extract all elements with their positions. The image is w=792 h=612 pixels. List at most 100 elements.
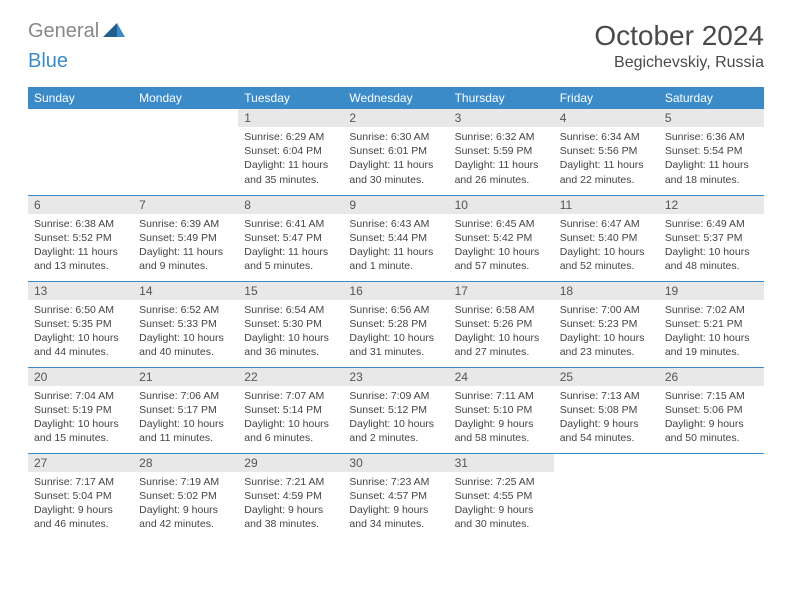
title-block: October 2024 Begichevskiy, Russia: [594, 20, 764, 72]
month-title: October 2024: [594, 20, 764, 52]
day-info: Sunrise: 7:04 AMSunset: 5:19 PMDaylight:…: [28, 386, 133, 450]
day-info: Sunrise: 6:47 AMSunset: 5:40 PMDaylight:…: [554, 214, 659, 278]
calendar-cell: [659, 453, 764, 539]
calendar-cell: 29Sunrise: 7:21 AMSunset: 4:59 PMDayligh…: [238, 453, 343, 539]
calendar-table: Sunday Monday Tuesday Wednesday Thursday…: [28, 87, 764, 539]
calendar-cell: 6Sunrise: 6:38 AMSunset: 5:52 PMDaylight…: [28, 195, 133, 281]
day-info: Sunrise: 6:32 AMSunset: 5:59 PMDaylight:…: [449, 127, 554, 191]
day-info: Sunrise: 6:43 AMSunset: 5:44 PMDaylight:…: [343, 214, 448, 278]
day-number: 20: [28, 368, 133, 386]
calendar-cell: 16Sunrise: 6:56 AMSunset: 5:28 PMDayligh…: [343, 281, 448, 367]
day-info: Sunrise: 6:39 AMSunset: 5:49 PMDaylight:…: [133, 214, 238, 278]
day-number: 15: [238, 282, 343, 300]
calendar-cell: 3Sunrise: 6:32 AMSunset: 5:59 PMDaylight…: [449, 109, 554, 195]
calendar-cell: 9Sunrise: 6:43 AMSunset: 5:44 PMDaylight…: [343, 195, 448, 281]
calendar-cell: 26Sunrise: 7:15 AMSunset: 5:06 PMDayligh…: [659, 367, 764, 453]
day-number: 4: [554, 109, 659, 127]
location: Begichevskiy, Russia: [594, 54, 764, 72]
calendar-cell: 8Sunrise: 6:41 AMSunset: 5:47 PMDaylight…: [238, 195, 343, 281]
day-info: Sunrise: 7:00 AMSunset: 5:23 PMDaylight:…: [554, 300, 659, 364]
calendar-cell: 21Sunrise: 7:06 AMSunset: 5:17 PMDayligh…: [133, 367, 238, 453]
day-info: Sunrise: 6:58 AMSunset: 5:26 PMDaylight:…: [449, 300, 554, 364]
day-header-row: Sunday Monday Tuesday Wednesday Thursday…: [28, 87, 764, 109]
day-number: 6: [28, 196, 133, 214]
day-number: 19: [659, 282, 764, 300]
day-header: Saturday: [659, 87, 764, 109]
calendar-cell: 31Sunrise: 7:25 AMSunset: 4:55 PMDayligh…: [449, 453, 554, 539]
calendar-cell: [28, 109, 133, 195]
day-header: Friday: [554, 87, 659, 109]
calendar-row: 13Sunrise: 6:50 AMSunset: 5:35 PMDayligh…: [28, 281, 764, 367]
calendar-cell: 11Sunrise: 6:47 AMSunset: 5:40 PMDayligh…: [554, 195, 659, 281]
day-info: Sunrise: 7:11 AMSunset: 5:10 PMDaylight:…: [449, 386, 554, 450]
calendar-cell: 27Sunrise: 7:17 AMSunset: 5:04 PMDayligh…: [28, 453, 133, 539]
day-number: 12: [659, 196, 764, 214]
calendar-cell: 19Sunrise: 7:02 AMSunset: 5:21 PMDayligh…: [659, 281, 764, 367]
logo-triangle-icon: [103, 23, 125, 41]
calendar-row: 1Sunrise: 6:29 AMSunset: 6:04 PMDaylight…: [28, 109, 764, 195]
day-header: Sunday: [28, 87, 133, 109]
day-number: 31: [449, 454, 554, 472]
day-info: Sunrise: 7:21 AMSunset: 4:59 PMDaylight:…: [238, 472, 343, 536]
calendar-cell: 30Sunrise: 7:23 AMSunset: 4:57 PMDayligh…: [343, 453, 448, 539]
calendar-cell: 14Sunrise: 6:52 AMSunset: 5:33 PMDayligh…: [133, 281, 238, 367]
day-number: 14: [133, 282, 238, 300]
day-number: 5: [659, 109, 764, 127]
logo-text-blue: Blue: [28, 50, 68, 73]
day-info: Sunrise: 7:19 AMSunset: 5:02 PMDaylight:…: [133, 472, 238, 536]
day-number: 21: [133, 368, 238, 386]
logo: General: [28, 20, 127, 43]
day-info: Sunrise: 7:13 AMSunset: 5:08 PMDaylight:…: [554, 386, 659, 450]
day-number: 13: [28, 282, 133, 300]
day-number: 2: [343, 109, 448, 127]
day-info: Sunrise: 7:02 AMSunset: 5:21 PMDaylight:…: [659, 300, 764, 364]
day-header: Thursday: [449, 87, 554, 109]
day-info: Sunrise: 6:50 AMSunset: 5:35 PMDaylight:…: [28, 300, 133, 364]
calendar-cell: 28Sunrise: 7:19 AMSunset: 5:02 PMDayligh…: [133, 453, 238, 539]
day-info: Sunrise: 6:49 AMSunset: 5:37 PMDaylight:…: [659, 214, 764, 278]
day-info: Sunrise: 7:17 AMSunset: 5:04 PMDaylight:…: [28, 472, 133, 536]
day-info: Sunrise: 7:15 AMSunset: 5:06 PMDaylight:…: [659, 386, 764, 450]
day-info: Sunrise: 6:34 AMSunset: 5:56 PMDaylight:…: [554, 127, 659, 191]
day-header: Wednesday: [343, 87, 448, 109]
calendar-row: 6Sunrise: 6:38 AMSunset: 5:52 PMDaylight…: [28, 195, 764, 281]
day-header: Tuesday: [238, 87, 343, 109]
calendar-cell: 13Sunrise: 6:50 AMSunset: 5:35 PMDayligh…: [28, 281, 133, 367]
calendar-cell: 17Sunrise: 6:58 AMSunset: 5:26 PMDayligh…: [449, 281, 554, 367]
day-info: Sunrise: 7:06 AMSunset: 5:17 PMDaylight:…: [133, 386, 238, 450]
day-info: Sunrise: 6:38 AMSunset: 5:52 PMDaylight:…: [28, 214, 133, 278]
day-number: 28: [133, 454, 238, 472]
day-info: Sunrise: 6:56 AMSunset: 5:28 PMDaylight:…: [343, 300, 448, 364]
day-info: Sunrise: 6:29 AMSunset: 6:04 PMDaylight:…: [238, 127, 343, 191]
day-info: Sunrise: 7:09 AMSunset: 5:12 PMDaylight:…: [343, 386, 448, 450]
day-number: 30: [343, 454, 448, 472]
day-number: 11: [554, 196, 659, 214]
calendar-cell: 2Sunrise: 6:30 AMSunset: 6:01 PMDaylight…: [343, 109, 448, 195]
day-number: 25: [554, 368, 659, 386]
calendar-cell: 18Sunrise: 7:00 AMSunset: 5:23 PMDayligh…: [554, 281, 659, 367]
day-number: 18: [554, 282, 659, 300]
day-number: 23: [343, 368, 448, 386]
calendar-cell: 24Sunrise: 7:11 AMSunset: 5:10 PMDayligh…: [449, 367, 554, 453]
day-number: 17: [449, 282, 554, 300]
calendar-cell: [133, 109, 238, 195]
calendar-cell: 25Sunrise: 7:13 AMSunset: 5:08 PMDayligh…: [554, 367, 659, 453]
day-info: Sunrise: 7:25 AMSunset: 4:55 PMDaylight:…: [449, 472, 554, 536]
day-number: 9: [343, 196, 448, 214]
calendar-cell: 7Sunrise: 6:39 AMSunset: 5:49 PMDaylight…: [133, 195, 238, 281]
day-number: 8: [238, 196, 343, 214]
calendar-cell: 12Sunrise: 6:49 AMSunset: 5:37 PMDayligh…: [659, 195, 764, 281]
day-info: Sunrise: 6:41 AMSunset: 5:47 PMDaylight:…: [238, 214, 343, 278]
calendar-cell: 15Sunrise: 6:54 AMSunset: 5:30 PMDayligh…: [238, 281, 343, 367]
calendar-cell: 5Sunrise: 6:36 AMSunset: 5:54 PMDaylight…: [659, 109, 764, 195]
calendar-cell: 4Sunrise: 6:34 AMSunset: 5:56 PMDaylight…: [554, 109, 659, 195]
day-number: 16: [343, 282, 448, 300]
day-number: 3: [449, 109, 554, 127]
calendar-row: 20Sunrise: 7:04 AMSunset: 5:19 PMDayligh…: [28, 367, 764, 453]
calendar-cell: 23Sunrise: 7:09 AMSunset: 5:12 PMDayligh…: [343, 367, 448, 453]
calendar-row: 27Sunrise: 7:17 AMSunset: 5:04 PMDayligh…: [28, 453, 764, 539]
day-info: Sunrise: 6:30 AMSunset: 6:01 PMDaylight:…: [343, 127, 448, 191]
calendar-cell: 10Sunrise: 6:45 AMSunset: 5:42 PMDayligh…: [449, 195, 554, 281]
day-info: Sunrise: 6:36 AMSunset: 5:54 PMDaylight:…: [659, 127, 764, 191]
day-info: Sunrise: 7:07 AMSunset: 5:14 PMDaylight:…: [238, 386, 343, 450]
